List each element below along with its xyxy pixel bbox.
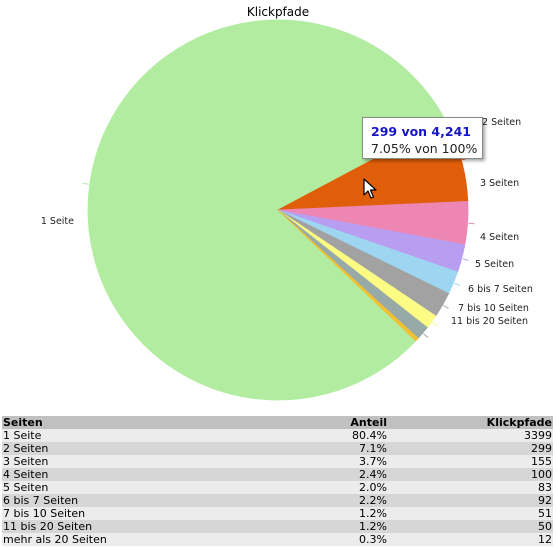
cell-klickpfade: 92 [388,494,553,507]
header-klickpfade: Klickpfade [388,416,553,429]
slice-label-tick [443,305,449,309]
data-table: Seiten Anteil Klickpfade 1 Seite 80.4% 3… [2,416,553,546]
cell-anteil: 80.4% [254,429,388,442]
cell-anteil: 2.2% [254,494,388,507]
table-header-row: Seiten Anteil Klickpfade [2,416,553,429]
slice-labels: 1 Seite 2 Seiten 3 Seiten 4 Seiten 5 Seiten 6… [41,117,533,338]
table-row: 1 Seite 80.4% 3399 [2,429,553,442]
slice-label: 2 Seiten [482,117,521,128]
cell-seiten: mehr als 20 Seiten [2,533,254,546]
cell-seiten: 2 Seiten [2,442,254,455]
pie-slices [87,19,469,401]
table-row: 2 Seiten 7.1% 299 [2,442,553,455]
cell-klickpfade: 100 [388,468,553,481]
slice-label: 1 Seite [41,216,74,227]
tooltip-value: 299 von 4,241 [371,124,471,139]
table-row: 4 Seiten 2.4% 100 [2,468,553,481]
mouse-cursor-icon [363,178,377,199]
cell-seiten: 1 Seite [2,429,254,442]
cell-seiten: 4 Seiten [2,468,254,481]
cell-seiten: 6 bis 7 Seiten [2,494,254,507]
header-seiten: Seiten [2,416,254,429]
slice-label: 6 bis 7 Seiten [468,284,533,295]
pie-slice[interactable] [87,19,447,401]
table-row: 11 bis 20 Seiten 1.2% 50 [2,520,553,533]
slice-label-tick [454,282,461,287]
cell-anteil: 3.7% [254,455,388,468]
cell-klickpfade: 50 [388,520,553,533]
cell-seiten: 7 bis 10 Seiten [2,507,254,520]
chart-title: Klickpfade [247,5,309,19]
cell-klickpfade: 299 [388,442,553,455]
pie-chart: Klickpfade 1 Seite 2 Seiten 3 Seiten 4 Seit… [41,5,533,401]
pie-slice[interactable] [277,209,419,342]
cell-anteil: 0.3% [254,533,388,546]
table-row: mehr als 20 Seiten 0.3% 12 [2,533,553,546]
slice-label-tick [462,258,469,261]
cell-klickpfade: 12 [388,533,553,546]
cell-anteil: 1.2% [254,520,388,533]
cell-klickpfade: 155 [388,455,553,468]
cell-klickpfade: 83 [388,481,553,494]
table-row: 7 bis 10 Seiten 1.2% 51 [2,507,553,520]
slice-label: 3 Seiten [480,178,519,189]
table-row: 6 bis 7 Seiten 2.2% 92 [2,494,553,507]
header-anteil: Anteil [254,416,388,429]
tooltip-percent: 7.05% von 100% [371,141,478,156]
slice-tooltip: 299 von 4,241 7.05% von 100% [362,117,483,159]
cell-anteil: 7.1% [254,442,388,455]
slice-label: 7 bis 10 Seiten [458,303,529,314]
cell-anteil: 2.4% [254,468,388,481]
table-row: 3 Seiten 3.7% 155 [2,455,553,468]
table-row: 5 Seiten 2.0% 83 [2,481,553,494]
cell-seiten: 3 Seiten [2,455,254,468]
slice-label: 11 bis 20 Seiten [451,316,528,327]
slice-label-tick [423,333,429,338]
cell-klickpfade: 3399 [388,429,553,442]
slice-label-tick [432,322,438,327]
cell-anteil: 2.0% [254,481,388,494]
cell-klickpfade: 51 [388,507,553,520]
slice-label: 5 Seiten [475,259,514,270]
cell-seiten: 11 bis 20 Seiten [2,520,254,533]
cell-seiten: 5 Seiten [2,481,254,494]
slice-label-tick [82,182,89,185]
slice-label: 4 Seiten [480,232,519,243]
cell-anteil: 1.2% [254,507,388,520]
